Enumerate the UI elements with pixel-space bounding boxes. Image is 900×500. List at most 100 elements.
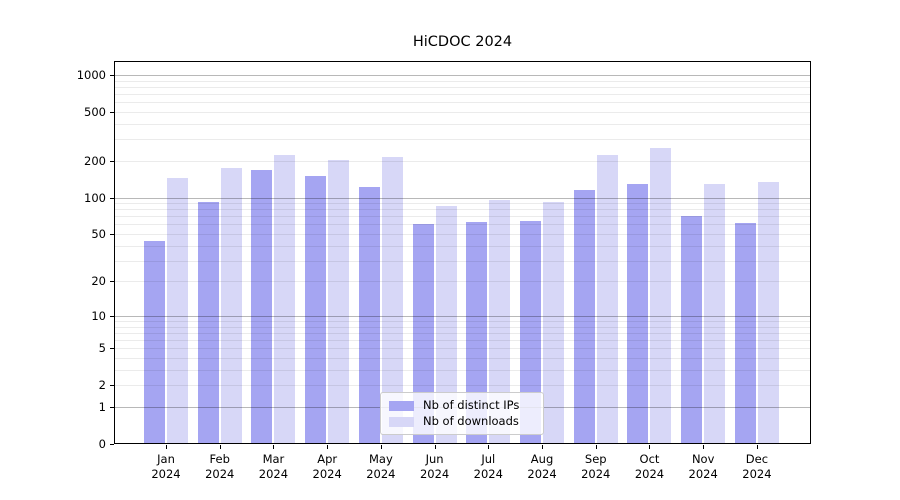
y-tick-mark-1 <box>110 406 114 408</box>
gridline-20 <box>115 281 810 282</box>
legend-swatch-downloads <box>389 416 414 427</box>
x-tick-label-nov: Nov 2024 <box>675 452 731 481</box>
gridline-100 <box>115 198 810 199</box>
chart-title: HiCDOC 2024 <box>412 34 513 50</box>
gridline-3 <box>115 370 810 371</box>
gridline-60 <box>115 224 810 225</box>
bar-distinct-ips-feb <box>197 201 219 444</box>
y-tick-label-0: 0 <box>98 437 106 451</box>
x-tick-mark-nov <box>703 445 705 449</box>
x-tick-year: 2024 <box>151 466 181 481</box>
x-tick-month: Dec <box>745 452 769 466</box>
y-tick-label-100: 100 <box>84 190 106 205</box>
gridline-4 <box>115 358 810 359</box>
x-tick-month: Oct <box>639 452 660 466</box>
legend-label-downloads: Nb of downloads <box>423 414 519 428</box>
x-tick-year: 2024 <box>527 466 557 481</box>
bar-downloads-may <box>381 157 403 444</box>
gridline-30 <box>115 261 810 262</box>
x-tick-mark-feb <box>219 445 221 449</box>
legend-item-downloads: Nb of downloads <box>389 415 535 428</box>
x-tick-month: Apr <box>317 452 338 466</box>
x-tick-year: 2024 <box>258 466 289 481</box>
bar-downloads-oct <box>650 148 672 444</box>
gridline-200 <box>115 161 810 162</box>
x-tick-label-mar: Mar 2024 <box>245 452 301 481</box>
bar-distinct-ips-sep <box>573 189 595 444</box>
x-tick-mark-aug <box>542 445 544 449</box>
y-tick-label-1000: 1000 <box>76 68 106 82</box>
gridline-5 <box>115 348 810 349</box>
y-tick-mark-5 <box>110 348 114 350</box>
bar-distinct-ips-mar <box>251 170 273 444</box>
bar-distinct-ips-jan <box>144 240 165 444</box>
x-tick-month: Jul <box>481 452 496 466</box>
bar-distinct-ips-jun <box>412 224 434 444</box>
bar-distinct-ips-dec <box>734 222 756 444</box>
x-tick-month: Nov <box>691 452 715 466</box>
gridline-6 <box>115 340 810 341</box>
x-tick-year: 2024 <box>634 466 665 481</box>
x-tick-mark-dec <box>756 445 758 449</box>
legend-label-distinct-ips: Nb of distinct IPs <box>423 398 520 412</box>
bar-downloads-apr <box>328 159 350 444</box>
x-tick-month: Aug <box>530 452 554 466</box>
y-tick-mark-100 <box>110 197 114 199</box>
x-tick-year: 2024 <box>742 466 772 481</box>
gridline-7 <box>115 333 810 334</box>
bar-downloads-jul <box>489 200 511 444</box>
y-tick-mark-50 <box>110 233 114 235</box>
y-tick-mark-20 <box>110 281 114 283</box>
y-tick-mark-1000 <box>110 75 114 76</box>
bar-downloads-feb <box>220 167 242 444</box>
gridline-900 <box>115 81 810 82</box>
x-tick-label-may: May 2024 <box>353 452 409 481</box>
x-tick-year: 2024 <box>312 466 342 481</box>
x-tick-month: Jan <box>157 452 175 466</box>
x-tick-mark-oct <box>649 445 651 449</box>
gridline-10 <box>115 316 810 317</box>
gridline-700 <box>115 94 810 95</box>
x-tick-month: Feb <box>209 452 230 466</box>
y-tick-label-50: 50 <box>91 226 106 241</box>
y-tick-mark-500 <box>110 111 114 113</box>
bar-downloads-aug <box>543 201 565 444</box>
y-tick-label-1: 1 <box>98 399 106 414</box>
y-tick-mark-2 <box>110 385 114 387</box>
bar-distinct-ips-jul <box>466 221 488 444</box>
gridline-70 <box>115 216 810 217</box>
x-tick-year: 2024 <box>419 466 450 481</box>
gridline-800 <box>115 87 810 88</box>
gridline-400 <box>115 124 810 125</box>
gridline-300 <box>115 139 810 140</box>
x-tick-month: Sep <box>584 452 607 466</box>
y-tick-label-5: 5 <box>98 341 106 356</box>
x-tick-mark-apr <box>327 445 329 449</box>
bar-downloads-sep <box>596 155 618 444</box>
x-tick-year: 2024 <box>688 466 718 481</box>
y-tick-label-20: 20 <box>91 274 106 289</box>
x-tick-label-jun: Jun 2024 <box>407 452 463 481</box>
gridline-90 <box>115 203 810 204</box>
gridline-40 <box>115 246 810 247</box>
x-tick-label-aug: Aug 2024 <box>514 452 570 481</box>
y-tick-mark-200 <box>110 160 114 162</box>
x-tick-month: Jun <box>425 452 444 466</box>
gridline-50 <box>115 234 810 235</box>
x-tick-label-sep: Sep 2024 <box>568 452 624 481</box>
legend-item-distinct-ips: Nb of distinct IPs <box>389 399 535 412</box>
x-tick-mark-mar <box>273 445 275 449</box>
x-tick-label-jul: Jul 2024 <box>460 452 516 481</box>
y-tick-label-2: 2 <box>98 378 106 393</box>
bar-downloads-dec <box>757 182 779 444</box>
gridline-1000 <box>115 75 810 76</box>
x-tick-year: 2024 <box>205 466 235 481</box>
x-tick-mark-jan <box>166 445 167 449</box>
gridline-8 <box>115 327 810 328</box>
bar-downloads-nov <box>704 183 726 444</box>
gridline-9 <box>115 321 810 322</box>
x-tick-mark-may <box>380 445 382 449</box>
legend-swatch-distinct-ips <box>389 400 414 411</box>
y-tick-mark-0 <box>110 444 114 445</box>
